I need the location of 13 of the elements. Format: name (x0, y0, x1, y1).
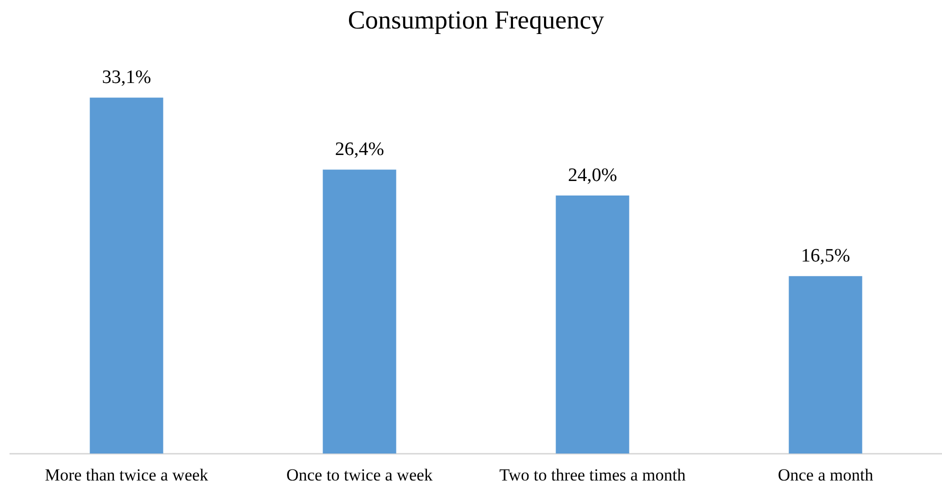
x-tick-label: Two to three times a month (499, 465, 686, 484)
data-label: 33,1% (102, 67, 152, 88)
bar (556, 195, 630, 454)
data-label: 16,5% (800, 246, 850, 267)
data-label: 24,0% (568, 164, 618, 186)
data-label: 26,4% (334, 139, 384, 160)
bar (322, 170, 396, 454)
x-tick-label: Once to twice a week (286, 465, 434, 484)
chart-title: Consumption Frequency (348, 5, 604, 34)
bar (788, 276, 862, 454)
x-tick-label: Once a month (778, 465, 874, 484)
x-tick-label: More than twice a week (44, 465, 209, 484)
bar (90, 98, 164, 454)
